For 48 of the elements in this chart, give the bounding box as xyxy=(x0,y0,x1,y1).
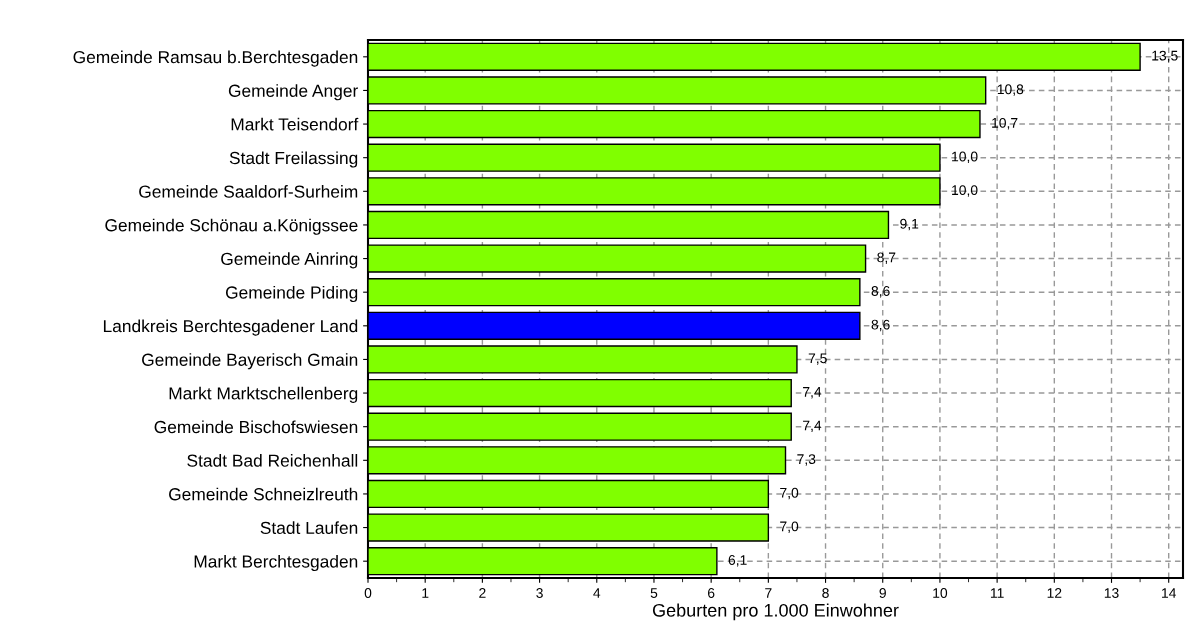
x-tick-label: 10 xyxy=(933,588,948,598)
y-tick-label: Gemeinde Piding xyxy=(225,285,358,303)
x-tick-label: 1 xyxy=(422,588,429,598)
data-label: 10,7 xyxy=(992,117,1018,130)
y-tick-label: Gemeinde Anger xyxy=(228,84,358,101)
data-label: 13,5 xyxy=(1152,50,1178,63)
data-label: 7,0 xyxy=(780,487,799,500)
y-tick-label: Gemeinde Schneizlreuth xyxy=(169,487,358,501)
data-label: 7,4 xyxy=(803,387,822,399)
y-tick-label: Gemeinde Schönau a.Königssee xyxy=(105,218,358,235)
y-tick-label: Gemeinde Saaldorf-Surheim xyxy=(139,185,358,198)
x-tick-label: 8 xyxy=(822,588,829,598)
y-tick-label: Markt Marktschellenberg xyxy=(169,386,358,403)
y-tick-label: Gemeinde Bayerisch Gmain xyxy=(142,353,358,370)
y-tick-label: Landkreis Berchtesgadener Land xyxy=(103,319,358,336)
y-tick-label: Stadt Laufen xyxy=(260,521,358,535)
x-tick-label: 13 xyxy=(1104,588,1119,598)
y-tick-label: Stadt Bad Reichenhall xyxy=(187,454,358,467)
x-tick-label: 11 xyxy=(990,588,1004,598)
y-tick-label: Gemeinde Ainring xyxy=(221,252,358,269)
y-tick-label: Gemeinde Bischofswiesen xyxy=(154,420,358,434)
data-label: 9,1 xyxy=(900,218,919,231)
x-tick-label: 3 xyxy=(536,588,543,598)
y-tick-label: Stadt Freilassing xyxy=(229,151,358,168)
data-label: 8,6 xyxy=(871,319,890,332)
y-tick-label: Gemeinde Ramsau b.Berchtesgaden xyxy=(73,50,358,67)
x-tick-label: 0 xyxy=(364,588,372,598)
data-label: 10,8 xyxy=(997,84,1024,96)
data-label: 10,0 xyxy=(952,151,978,164)
data-label: 8,6 xyxy=(871,286,890,298)
data-label: 7,3 xyxy=(797,454,816,466)
x-tick-label: 4 xyxy=(593,588,601,598)
data-label: 10,0 xyxy=(952,185,978,197)
x-tick-label: 2 xyxy=(479,588,486,598)
y-tick-label: Markt Teisendorf xyxy=(231,117,359,131)
x-tick-label: 14 xyxy=(1162,588,1177,598)
data-label: 7,0 xyxy=(780,521,799,533)
data-label: 7,4 xyxy=(803,420,822,433)
x-tick-label: 7 xyxy=(765,588,772,598)
x-tick-label: 12 xyxy=(1047,588,1062,598)
x-tick-label: 9 xyxy=(879,588,886,598)
data-label: 6,1 xyxy=(728,555,747,567)
data-label: 8,7 xyxy=(877,252,896,264)
x-axis-title: Geburten pro 1.000 Einwohner xyxy=(652,603,899,621)
x-tick-label: 5 xyxy=(650,588,658,598)
y-tick-label: Markt Berchtesgaden xyxy=(194,554,358,572)
x-tick-label: 6 xyxy=(708,588,715,598)
data-label: 7,5 xyxy=(808,353,827,365)
